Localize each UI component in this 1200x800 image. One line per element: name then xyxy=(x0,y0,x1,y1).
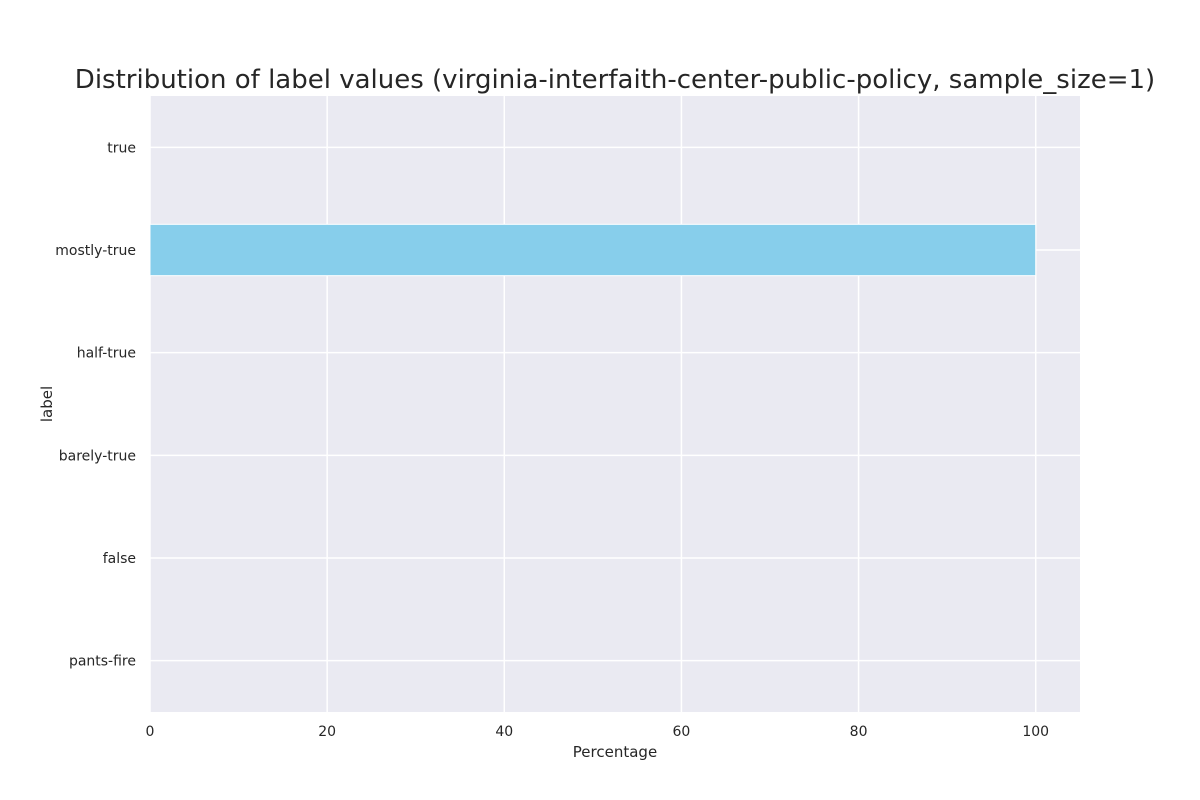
x-tick-label: 100 xyxy=(1022,724,1049,740)
y-tick-label-barely-true: barely-true xyxy=(59,448,136,464)
y-tick-label-pants-fire: pants-fire xyxy=(69,654,136,670)
x-tick-label: 40 xyxy=(495,724,513,740)
x-gridlines xyxy=(149,96,1037,712)
x-tick-label: 0 xyxy=(146,724,155,740)
x-tick-label: 20 xyxy=(318,724,336,740)
bar-mostly-true xyxy=(149,223,1037,277)
bars xyxy=(149,223,1037,277)
chart-title: Distribution of label values (virginia-i… xyxy=(75,65,1155,95)
y-gridlines xyxy=(150,146,1080,662)
y-tick-label-false: false xyxy=(103,551,136,567)
x-tick-labels: 0 20 40 60 80 100 xyxy=(146,724,1050,740)
plot-background xyxy=(150,96,1080,712)
y-tick-label-mostly-true: mostly-true xyxy=(55,243,136,259)
y-tick-label-true: true xyxy=(107,140,136,156)
y-tick-label-half-true: half-true xyxy=(77,346,136,362)
x-axis-label: Percentage xyxy=(573,743,657,761)
y-axis-label: label xyxy=(38,386,56,422)
x-tick-label: 80 xyxy=(850,724,868,740)
y-tick-labels: true mostly-true half-true barely-true false… xyxy=(55,140,136,669)
x-tick-label: 60 xyxy=(673,724,691,740)
